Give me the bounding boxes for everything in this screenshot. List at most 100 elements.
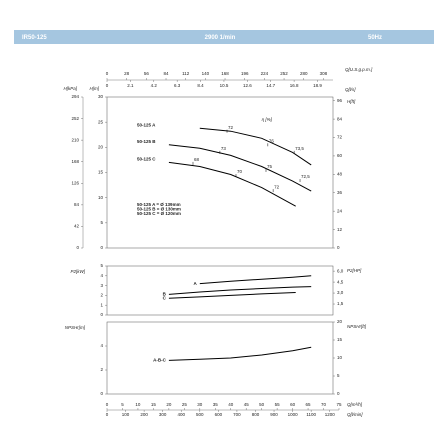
x-tick-label: 35	[213, 402, 219, 407]
top-tick-label: 280	[300, 71, 308, 76]
top-tick-label: 168	[221, 71, 229, 76]
x2-tick-label: 900	[270, 412, 278, 417]
y2-tick-label: 3,0	[337, 290, 344, 295]
y2-axis-label: H[ft]	[347, 99, 356, 104]
y2-tick-label: 4,5	[337, 279, 344, 284]
y2-axis-label: P2[HP]	[347, 268, 362, 273]
top-axis-label: Q[U.S.g.p.m.]	[345, 67, 373, 72]
top-tick-label: 4.2	[151, 83, 158, 88]
series-label: A-B-C	[153, 358, 166, 363]
top-axis-label: Q[l/s]	[345, 87, 356, 92]
x2-tick-label: 200	[140, 412, 148, 417]
top-tick-label: 18.9	[313, 83, 322, 88]
x-tick-label: 0	[106, 402, 109, 407]
efficiency-value: 68	[194, 157, 200, 162]
y3-tick-label: 42	[74, 224, 80, 229]
top-tick-label: 56	[144, 71, 150, 76]
efficiency-value: 72,5	[301, 174, 310, 179]
frequency: 50Hz	[368, 35, 382, 41]
y3-axis-label: H[kPa]	[63, 86, 77, 91]
x-tick-label: 55	[275, 402, 281, 407]
y3-tick-label: 294	[71, 94, 79, 99]
y-tick-label: 30	[98, 94, 104, 99]
y2-tick-label: 15	[337, 337, 343, 342]
x2-tick-label: 0	[106, 412, 109, 417]
x-tick-label: 65	[306, 402, 312, 407]
top-tick-label: 0	[106, 83, 109, 88]
x2-tick-label: 800	[252, 412, 260, 417]
series-label: A	[194, 281, 198, 286]
x-tick-label: 75	[336, 402, 342, 407]
y-tick-label: 0	[100, 245, 103, 250]
note: 50-125 B = Ø 130mm	[137, 207, 181, 212]
y3-tick-label: 252	[71, 116, 79, 121]
efficiency-label: η [%]	[262, 117, 273, 122]
top-tick-label: 28	[124, 71, 130, 76]
header-bar	[14, 30, 434, 44]
y-tick-label: 2	[100, 293, 103, 298]
y2-tick-label: 1,5	[337, 301, 344, 306]
y2-tick-label: 60	[337, 153, 343, 158]
y2-axis-label: NPSHr[ft]	[347, 324, 367, 329]
y-tick-label: 4	[100, 273, 103, 278]
series-label: 50-125 B	[137, 139, 156, 144]
y3-tick-label: 126	[71, 180, 79, 185]
y2-tick-label: 20	[337, 319, 343, 324]
y-tick-label: 0	[100, 391, 103, 396]
y-tick-label: 20	[98, 145, 104, 150]
x-tick-label: 30	[197, 402, 203, 407]
x-tick-label: 45	[244, 402, 250, 407]
note: 50-125 C = Ø 120mm	[137, 211, 181, 216]
y2-tick-label: 72	[337, 135, 343, 140]
y2-tick-label: 10	[337, 355, 343, 360]
y3-tick-label: 0	[76, 245, 79, 250]
curve	[199, 127, 312, 166]
top-tick-label: 16.8	[290, 83, 299, 88]
curve	[168, 346, 312, 361]
x-tick-label: 5	[121, 402, 124, 407]
series-label: C	[163, 296, 167, 301]
curve	[199, 275, 312, 285]
top-tick-label: 8.4	[197, 83, 204, 88]
y-tick-label: 0	[100, 312, 103, 317]
note: 50-125 A = Ø 139mm	[137, 202, 181, 207]
plot-frame	[106, 96, 334, 249]
y2-tick-label: 6,0	[337, 268, 344, 273]
series-label: 50-125 C	[137, 157, 156, 162]
top-tick-label: 252	[280, 71, 288, 76]
y2-tick-label: 36	[337, 190, 343, 195]
efficiency-value: 75	[267, 164, 273, 169]
x-tick-label: 25	[182, 402, 188, 407]
curve	[168, 161, 296, 207]
x2-tick-label: 500	[196, 412, 204, 417]
top-tick-label: 112	[182, 71, 190, 76]
y-tick-label: 5	[100, 220, 103, 225]
x-tick-label: 50	[259, 402, 265, 407]
top-tick-label: 6.3	[174, 83, 181, 88]
x-axis-label: Q[m³/h]	[347, 402, 363, 407]
plot-frame	[106, 265, 334, 316]
series-label: B	[163, 292, 167, 297]
x-tick-label: 15	[151, 402, 157, 407]
x2-tick-label: 300	[159, 412, 167, 417]
y-tick-label: 3	[100, 283, 103, 288]
y-tick-label: 4	[100, 343, 103, 348]
y-axis-label: NPSHr[m]	[65, 325, 86, 330]
x2-tick-label: 400	[177, 412, 185, 417]
y-axis-label: H[m]	[90, 86, 100, 91]
x-tick-label: 70	[321, 402, 327, 407]
y2-tick-label: 5	[337, 373, 340, 378]
x-tick-label: 20	[166, 402, 172, 407]
top-tick-label: 0	[106, 71, 109, 76]
x2-tick-label: 1000	[288, 412, 299, 417]
x2-tick-label: 100	[122, 412, 130, 417]
y3-tick-label: 84	[74, 202, 80, 207]
y2-tick-label: 84	[337, 116, 343, 121]
y3-tick-label: 210	[71, 137, 79, 142]
y-axis-label: P2[kW]	[70, 269, 85, 274]
top-tick-label: 308	[320, 71, 328, 76]
top-tick-label: 224	[261, 71, 269, 76]
top-tick-label: 2.1	[127, 83, 134, 88]
y2-tick-label: 96	[337, 98, 343, 103]
